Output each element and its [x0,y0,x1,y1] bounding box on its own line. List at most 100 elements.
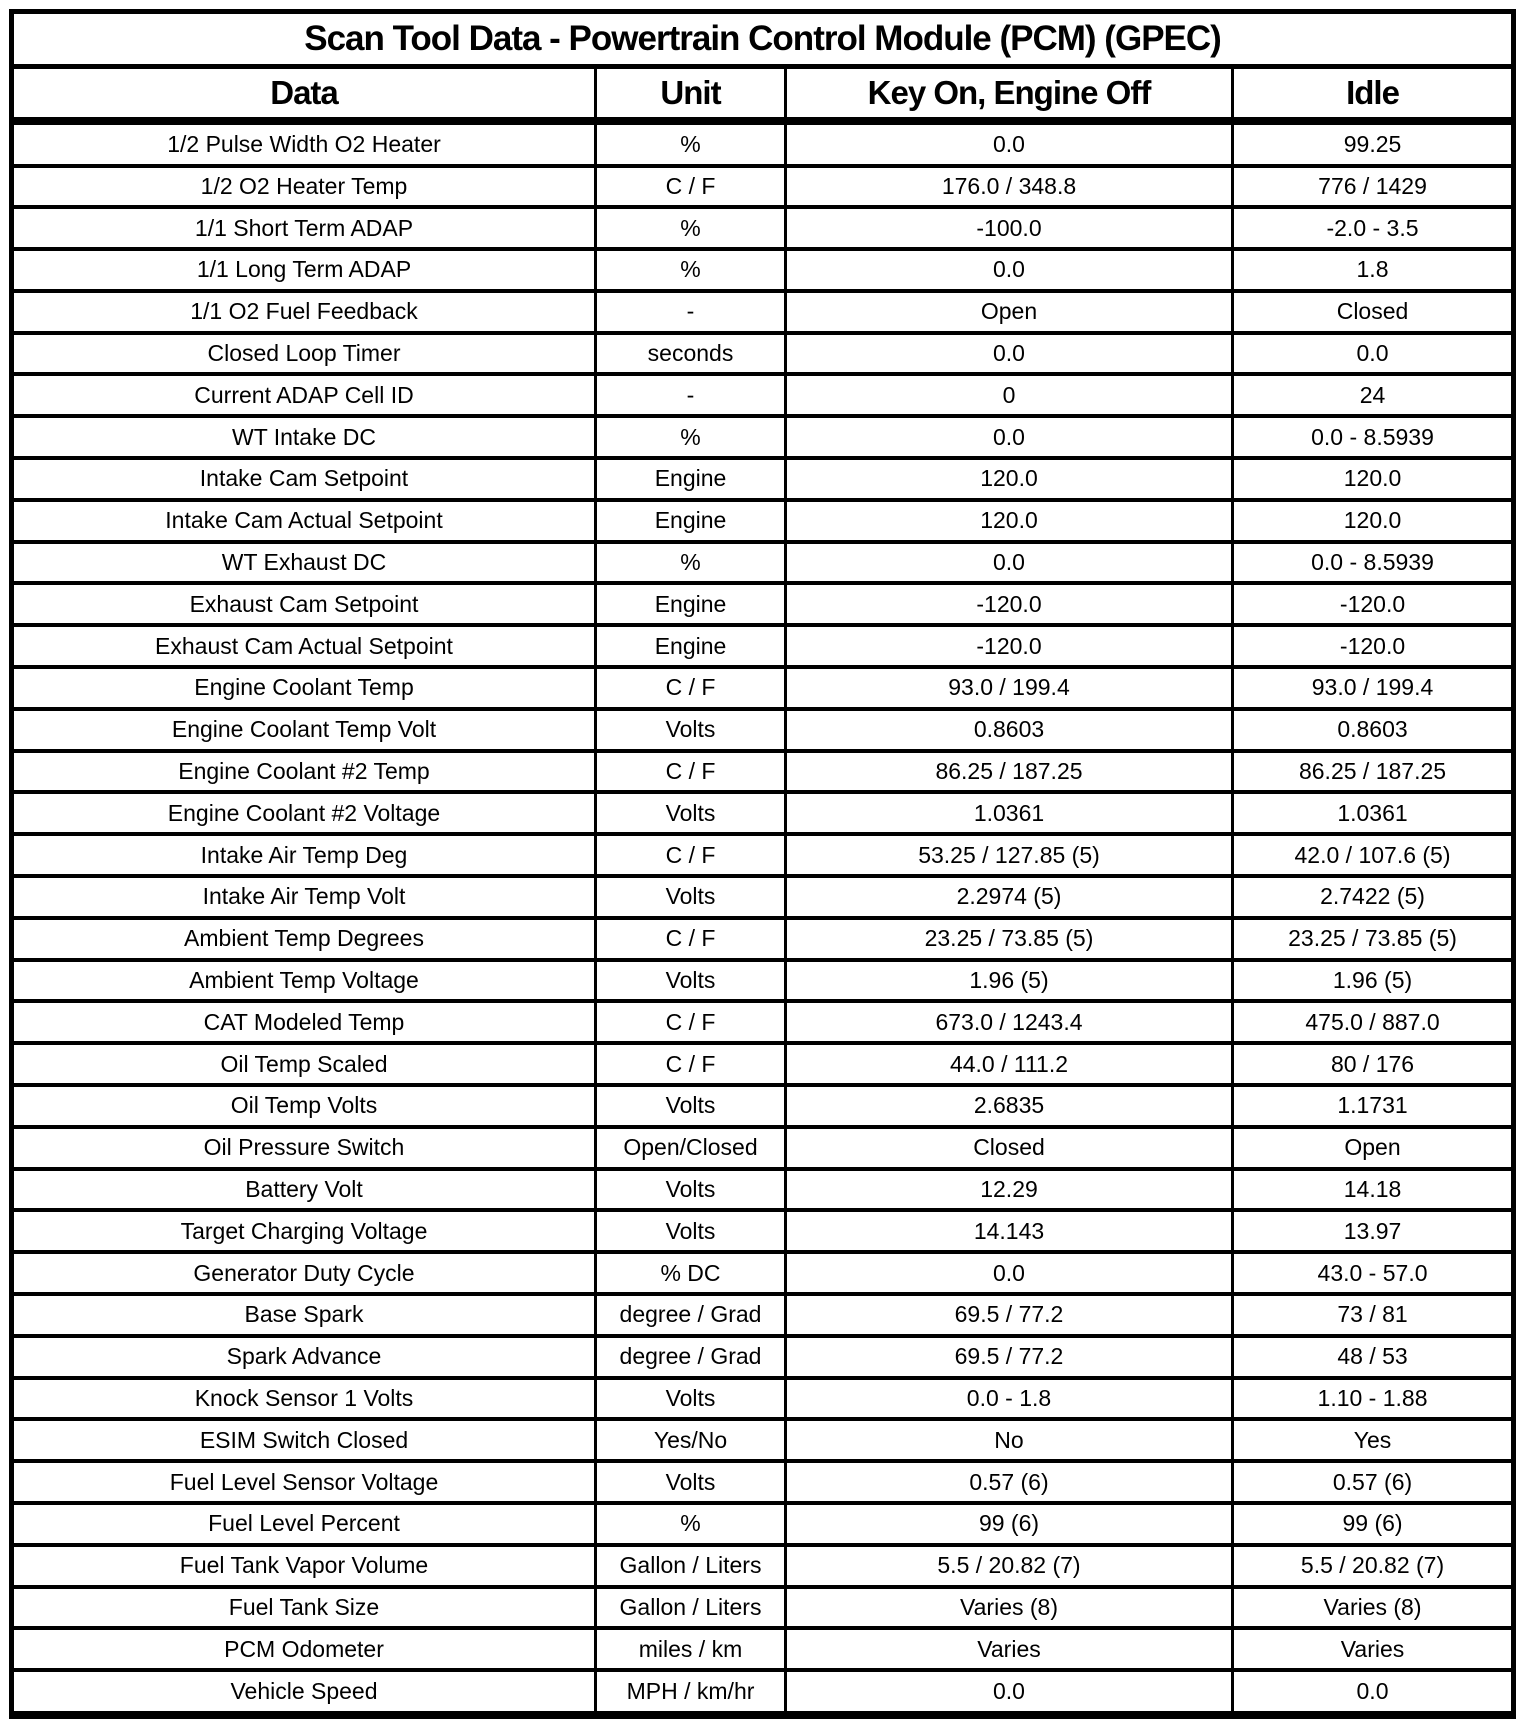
cell-idle-value: 120.0 [1230,497,1516,544]
table-row: Exhaust Cam Setpoint Engine -120.0 -120.0 [10,581,1516,628]
cell-idle-value: 73 / 81 [1230,1292,1516,1338]
cell-idle-value: -2.0 - 3.5 [1230,205,1516,252]
cell-data-label: 1/2 O2 Heater Temp [10,163,597,210]
table-row: WT Intake DC% 0.0 0.0 - 8.5939 [10,414,1516,461]
cell-unit: Engine [594,623,787,670]
cell-data-label: Target Charging Voltage [10,1208,597,1255]
cell-data-label: Engine Coolant Temp Volt [10,706,597,753]
cell-unit: Engine [594,581,787,628]
cell-idle-value: 13.97 [1230,1208,1516,1255]
cell-data-label: WT Exhaust DC [10,539,597,586]
cell-key-on-engine-off-value: Open [784,288,1234,335]
cell-key-on-engine-off-value: 1.0361 [784,790,1234,837]
cell-idle-value: Open [1230,1124,1516,1171]
table-row: Fuel Level Sensor Voltage Volts 0.57 (6) 0.… [10,1459,1516,1505]
cell-idle-value: 48 / 53 [1230,1333,1516,1380]
cell-key-on-engine-off-value: 2.2974 (5) [784,874,1234,920]
cell-unit: - [594,372,787,419]
cell-data-label: Engine Coolant #2 Voltage [10,790,597,837]
cell-idle-value: 1.96 (5) [1230,957,1516,1004]
table-row: Generator Duty Cycle% DC 0.0 43.0 - 57.0 [10,1250,1516,1297]
cell-idle-value: 0.0 - 8.5939 [1230,539,1516,586]
table-head: Scan Tool Data - Powertrain Control Modu… [9,9,1516,125]
cell-key-on-engine-off-value: 120.0 [784,456,1234,502]
cell-unit: % [594,539,787,586]
cell-unit: % [594,119,787,168]
cell-unit: Gallon / Liters [594,1584,787,1631]
table-row: PCM Odometer miles / km Varies Varies [10,1626,1516,1673]
cell-unit: C / F [594,665,787,711]
table-row: 1/2 Pulse Width O2 Heater% 0.0 99.25 [10,119,1516,168]
cell-key-on-engine-off-value: -120.0 [784,623,1234,670]
cell-unit: MPH / km/hr [594,1668,787,1717]
cell-idle-value: 1.1731 [1230,1083,1516,1129]
cell-key-on-engine-off-value: 0.57 (6) [784,1459,1234,1505]
cell-key-on-engine-off-value: 53.25 / 127.85 (5) [784,832,1234,879]
cell-unit: % [594,205,787,252]
cell-key-on-engine-off-value: 0.0 [784,247,1234,293]
cell-idle-value: 1.8 [1230,247,1516,293]
cell-data-label: Base Spark [10,1292,597,1338]
cell-idle-value: 0.8603 [1230,706,1516,753]
table-row: Intake Air Temp Volt Volts 2.2974 (5) 2.742… [10,874,1516,920]
cell-idle-value: Yes [1230,1417,1516,1464]
cell-idle-value: 0.57 (6) [1230,1459,1516,1505]
table-title: Scan Tool Data - Powertrain Control Modu… [9,9,1516,69]
cell-unit: Volts [594,1459,787,1505]
table-row: Engine Coolant #2 Temp C / F 86.25 / 187.2… [10,748,1516,795]
cell-unit: Engine [594,497,787,544]
table-body: 1/2 Pulse Width O2 Heater% 0.0 99.25 1/2 O2… [10,119,1516,1717]
cell-data-label: Spark Advance [10,1333,597,1380]
cell-data-label: Knock Sensor 1 Volts [10,1375,597,1422]
cell-unit: degree / Grad [594,1333,787,1380]
cell-key-on-engine-off-value: 5.5 / 20.82 (7) [784,1542,1234,1589]
cell-unit: % [594,414,787,461]
cell-key-on-engine-off-value: -120.0 [784,581,1234,628]
cell-idle-value: 80 / 176 [1230,1041,1516,1088]
table-row: Spark Advance degree / Grad 69.5 / 77.2 48 … [10,1333,1516,1380]
cell-unit: Engine [594,456,787,502]
cell-unit: Volts [594,1166,787,1213]
cell-key-on-engine-off-value: 0.0 [784,414,1234,461]
cell-data-label: WT Intake DC [10,414,597,461]
cell-data-label: Intake Cam Actual Setpoint [10,497,597,544]
cell-key-on-engine-off-value: Closed [784,1124,1234,1171]
table-row: 1/2 O2 Heater Temp C / F 176.0 / 348.8 776 … [10,163,1516,210]
cell-unit: Volts [594,706,787,753]
cell-key-on-engine-off-value: 673.0 / 1243.4 [784,999,1234,1046]
cell-data-label: Oil Temp Volts [10,1083,597,1129]
cell-data-label: Ambient Temp Voltage [10,957,597,1004]
cell-unit: C / F [594,915,787,962]
cell-key-on-engine-off-value: 12.29 [784,1166,1234,1213]
table-row: Fuel Tank Size Gallon / Liters Varies (8) V… [10,1584,1516,1631]
cell-key-on-engine-off-value: 14.143 [784,1208,1234,1255]
cell-key-on-engine-off-value: 23.25 / 73.85 (5) [784,915,1234,962]
cell-data-label: PCM Odometer [10,1626,597,1673]
cell-key-on-engine-off-value: Varies [784,1626,1234,1673]
cell-data-label: Fuel Tank Vapor Volume [10,1542,597,1589]
cell-idle-value: -120.0 [1230,623,1516,670]
table-row: Engine Coolant Temp C / F 93.0 / 199.4 93.0… [10,665,1516,711]
cell-key-on-engine-off-value: 0.0 - 1.8 [784,1375,1234,1422]
cell-unit: % DC [594,1250,787,1297]
cell-unit: Open/Closed [594,1124,787,1171]
cell-data-label: Intake Air Temp Volt [10,874,597,920]
cell-idle-value: 14.18 [1230,1166,1516,1213]
cell-idle-value: 120.0 [1230,456,1516,502]
cell-unit: Volts [594,1208,787,1255]
cell-idle-value: Varies [1230,1626,1516,1673]
cell-data-label: 1/2 Pulse Width O2 Heater [10,119,597,168]
cell-data-label: CAT Modeled Temp [10,999,597,1046]
cell-data-label: Engine Coolant Temp [10,665,597,711]
table-row: CAT Modeled Temp C / F 673.0 / 1243.4 475.0… [10,999,1516,1046]
cell-key-on-engine-off-value: 69.5 / 77.2 [784,1292,1234,1338]
table-row: Exhaust Cam Actual Setpoint Engine -120.0-… [10,623,1516,670]
table-row: Intake Air Temp Deg C / F 53.25 / 127.85 (… [10,832,1516,879]
cell-unit: C / F [594,163,787,210]
cell-idle-value: 5.5 / 20.82 (7) [1230,1542,1516,1589]
cell-data-label: Fuel Level Sensor Voltage [10,1459,597,1505]
cell-idle-value: Closed [1230,288,1516,335]
cell-data-label: Intake Air Temp Deg [10,832,597,879]
cell-data-label: Exhaust Cam Setpoint [10,581,597,628]
table-row: Target Charging Voltage Volts 14.143 13.97 [10,1208,1516,1255]
